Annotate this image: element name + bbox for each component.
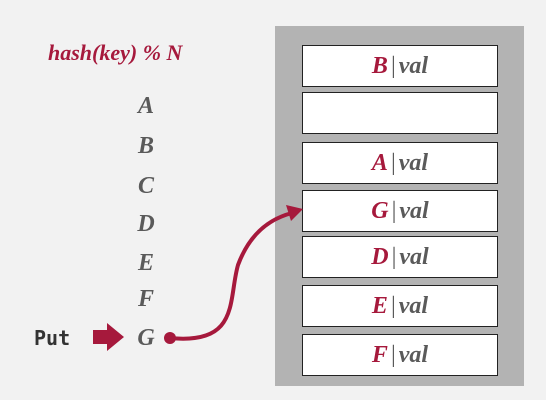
hash-slot: D | val — [302, 236, 498, 278]
slot-key: F — [371, 342, 388, 368]
key-f: F — [137, 286, 154, 312]
slot-key: A — [371, 150, 388, 176]
slot-value: val — [398, 150, 429, 176]
key-e: E — [137, 250, 154, 276]
slot-separator: | — [391, 244, 397, 270]
key-d: D — [137, 211, 155, 237]
hash-slot: A | val — [302, 142, 498, 184]
slot-value: val — [399, 198, 429, 224]
slot-value: val — [398, 293, 429, 319]
slot-key: E — [371, 293, 388, 319]
slot-key: G — [371, 198, 389, 224]
slot-separator: | — [390, 293, 396, 319]
slot-value: val — [398, 342, 429, 368]
key-b: B — [137, 133, 154, 159]
slot-key: B — [371, 53, 388, 79]
slot-value: val — [399, 244, 429, 270]
key-a: A — [137, 93, 154, 119]
put-label: Put — [34, 326, 71, 350]
slot-value: val — [398, 53, 429, 79]
key-list: A B C D E F G — [128, 0, 168, 400]
connector-curve — [168, 211, 294, 341]
slot-separator: | — [391, 198, 397, 224]
slot-separator: | — [390, 342, 396, 368]
hash-formula: hash(key) % N — [48, 40, 183, 65]
key-g: G — [137, 325, 155, 351]
slot-key: D — [371, 244, 389, 270]
hash-slot: B | val — [302, 45, 498, 87]
hash-slot: F | val — [302, 334, 498, 376]
hash-slot: E | val — [302, 285, 498, 327]
key-c: C — [137, 173, 154, 199]
hash-slot-empty — [302, 92, 498, 134]
slot-separator: | — [390, 150, 396, 176]
hash-slot-target: G | val — [302, 190, 498, 232]
slot-separator: | — [390, 53, 396, 79]
put-arrow-icon — [93, 323, 124, 351]
